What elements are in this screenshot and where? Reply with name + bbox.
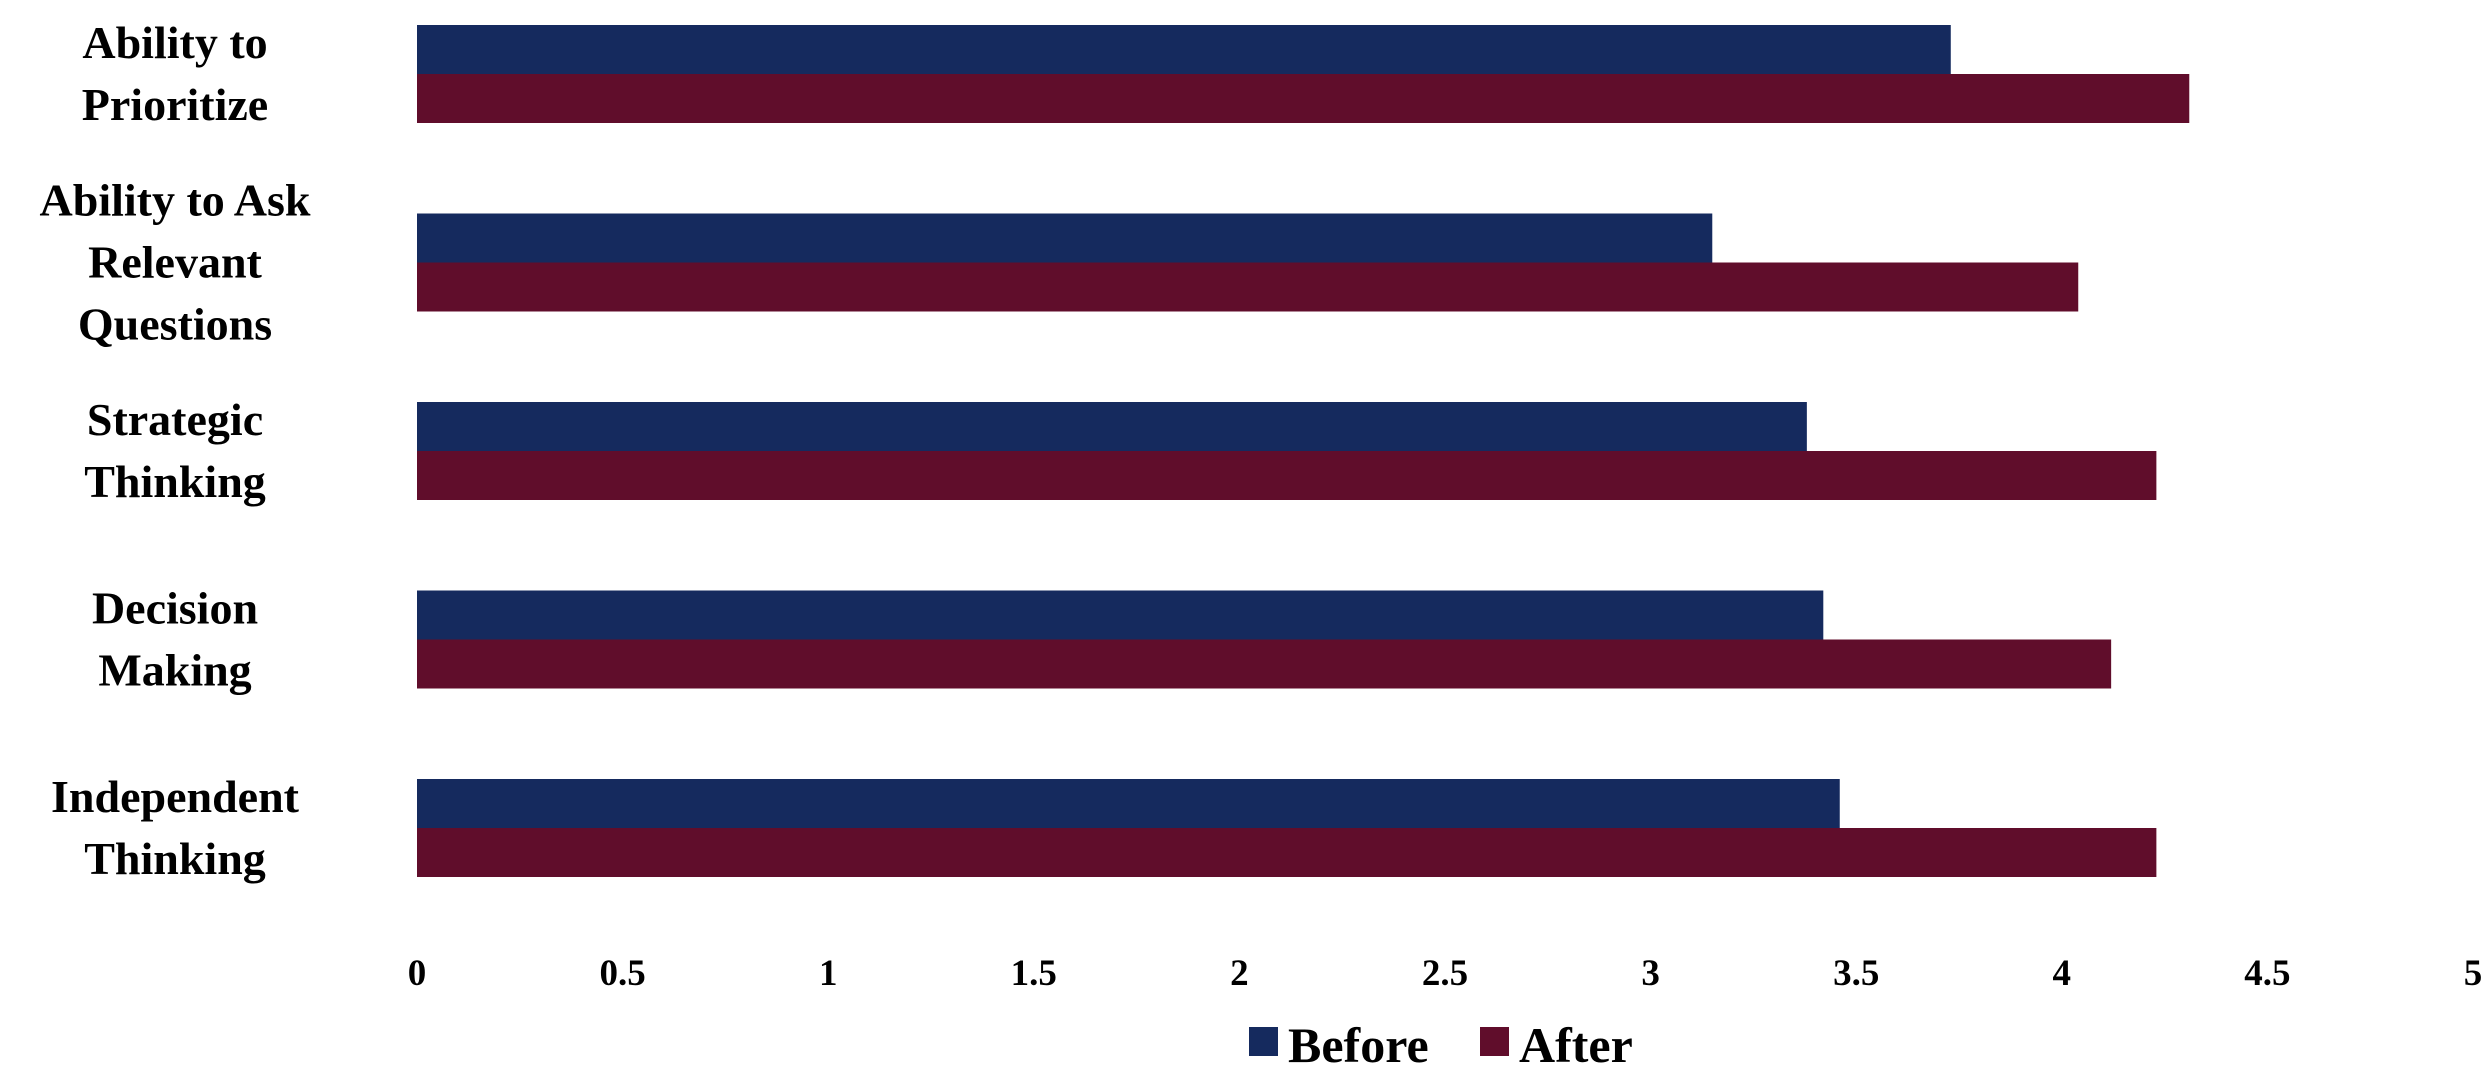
legend-label-before: Before bbox=[1288, 1017, 1429, 1073]
legend-item-before: Before bbox=[1249, 1017, 1429, 1073]
bar-after-ability-to-prioritize bbox=[417, 74, 2190, 123]
bar-after-ability-to-ask-relevant-questions bbox=[417, 262, 2079, 312]
category-label-ability-to-prioritize: Ability to Prioritize bbox=[82, 17, 268, 130]
x-tick-label-5: 5 bbox=[2464, 953, 2483, 994]
category-label-decision-making: Decision Making bbox=[92, 583, 258, 696]
x-tick-label-2: 2 bbox=[1230, 953, 1249, 994]
bar-before-strategic-thinking bbox=[417, 402, 1807, 451]
legend: Before After bbox=[1249, 1017, 1633, 1073]
x-axis-tick-labels: 0 0.5 1 1.5 2 2.5 3 3.5 4 4.5 5 bbox=[408, 953, 2483, 994]
legend-item-after: After bbox=[1480, 1017, 1633, 1073]
category-label-independent-thinking: Independent Thinking bbox=[51, 771, 300, 884]
bar-after-decision-making bbox=[417, 639, 2112, 689]
bar-after-strategic-thinking bbox=[417, 451, 2157, 500]
x-tick-label-0: 0 bbox=[408, 953, 427, 994]
x-tick-label-3-5: 3.5 bbox=[1833, 953, 1879, 994]
bars-layer bbox=[417, 25, 2190, 877]
bar-after-independent-thinking bbox=[417, 828, 2157, 877]
category-label-ability-to-ask-relevant-questions: Ability to Ask Relevant Questions bbox=[40, 175, 311, 350]
bar-before-independent-thinking bbox=[417, 779, 1840, 828]
x-tick-label-3: 3 bbox=[1641, 953, 1660, 994]
bar-before-ability-to-prioritize bbox=[417, 25, 1951, 74]
legend-label-after: After bbox=[1519, 1017, 1633, 1073]
category-label-strategic-thinking: Strategic Thinking bbox=[84, 394, 266, 507]
legend-swatch-after bbox=[1480, 1027, 1509, 1056]
x-tick-label-2-5: 2.5 bbox=[1422, 953, 1468, 994]
x-tick-label-4: 4 bbox=[2053, 953, 2072, 994]
category-labels: Ability to Prioritize Ability to Ask Releva… bbox=[40, 17, 311, 884]
x-tick-label-1-5: 1.5 bbox=[1011, 953, 1057, 994]
legend-swatch-before bbox=[1249, 1027, 1278, 1056]
bar-before-decision-making bbox=[417, 590, 1824, 640]
x-tick-label-4-5: 4.5 bbox=[2244, 953, 2290, 994]
x-tick-label-0-5: 0.5 bbox=[599, 953, 645, 994]
bar-before-ability-to-ask-relevant-questions bbox=[417, 213, 1713, 263]
x-tick-label-1: 1 bbox=[819, 953, 838, 994]
